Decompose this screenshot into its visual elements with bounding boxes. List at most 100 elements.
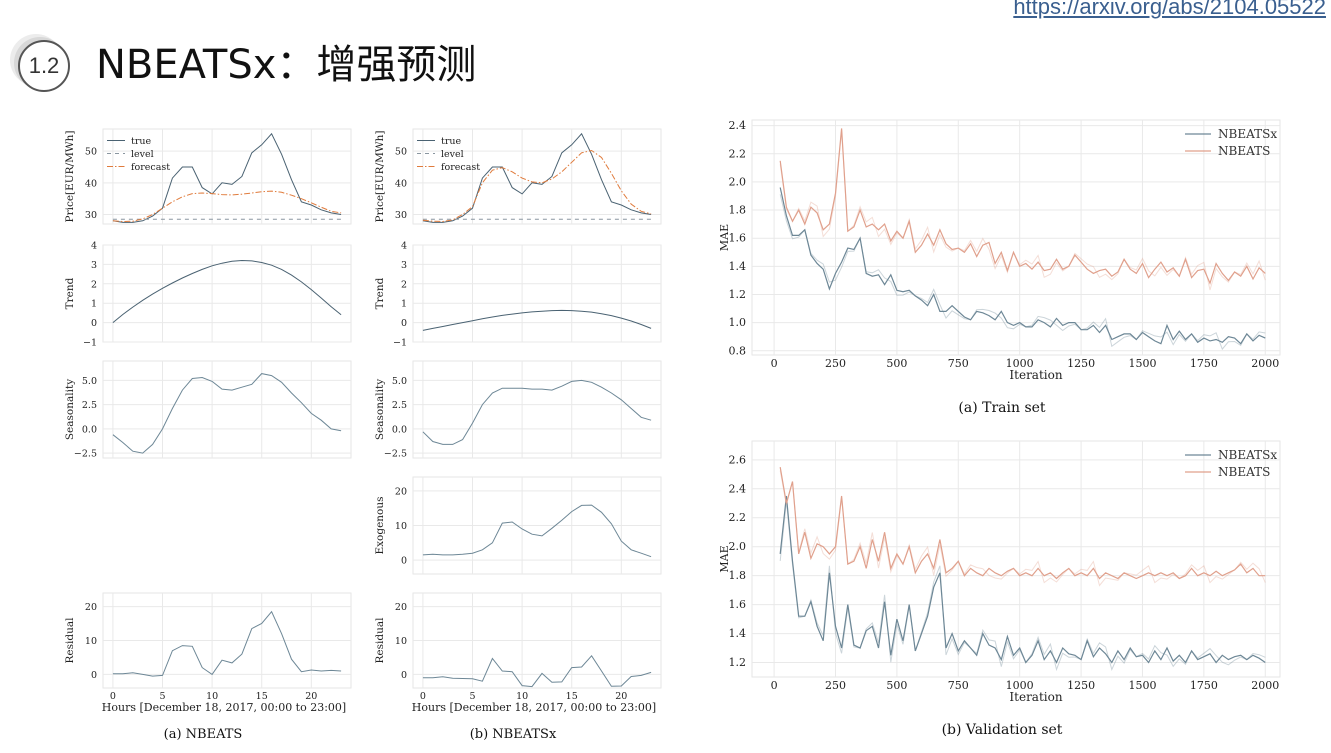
y-tick-label: 2.2 [729,511,747,524]
y-tick-label: 1.2 [729,288,747,301]
caption-train-set: (a) Train set [958,400,1046,416]
train-set-xlabel: Iteration [1009,368,1062,382]
series-exogenous-line [422,504,652,558]
x-tick-label: 15 [256,691,268,702]
x-tick-label: 1250 [1067,357,1095,370]
series-nbeats-line [779,466,1266,580]
y-tick-label: 1.0 [729,316,747,329]
y-tick-label: −2.5 [384,449,407,460]
y-tick-label: 0.0 [392,424,407,435]
train-set-ylabel: MAE [718,224,731,251]
y-tick-label: 20 [395,486,407,497]
x-tick-label: 20 [615,691,627,702]
x-tick-label: 750 [948,357,969,370]
section-number-badge: 1.2 [18,40,70,92]
nbeatsx-residual-chart: 0 10 20 0 5 10 15 20 Residual [374,592,662,702]
y-tick-label: 20 [395,602,407,613]
nbeats-price-chart: 30 40 50 Price[EUR/MWh] true level forecast [64,128,352,225]
x-tick-label: 0 [110,691,116,702]
nbeatsx-seasonality-ylabel: Seasonality [374,379,386,440]
series-trend-line [422,309,652,331]
y-tick-label: 1.6 [729,232,747,245]
caption-nbeatsx: (b) NBEATSx [470,727,557,742]
nbeatsx-seasonality-plot-area [412,360,662,459]
series-true-line [112,132,342,223]
series-seasonality-line [112,373,342,454]
y-tick-label: 30 [85,210,97,221]
y-tick-label: 2 [401,279,407,290]
x-tick-label: 500 [886,357,907,370]
x-tick-label: 5 [159,691,165,702]
left-b-xlabel: Hours [December 18, 2017, 00:00 to 23:00… [412,701,656,714]
x-tick-label: 10 [206,691,218,702]
nbeatsx-exogenous-ylabel: Exogenous [374,496,386,554]
x-tick-label: 1000 [1006,357,1034,370]
y-tick-label: 40 [85,178,97,189]
x-tick-label: 0 [420,691,426,702]
train-set-chart: 0.8 1.0 1.2 1.4 1.6 1.8 2.0 2.2 2.4 0 250 500 750 100… [718,119,1281,382]
series-nbeats-run [779,470,1266,587]
x-tick-label: 1750 [1190,357,1218,370]
y-tick-label: 1.6 [729,598,747,611]
nbeatsx-seasonality-chart: −2.5 0.0 2.5 5.0 Seasonality [374,360,662,460]
series-nbeatsx-line [779,495,1266,664]
legend-label: level [131,149,154,160]
y-tick-label: 0.0 [82,424,97,435]
nbeatsx-price-plot-area [412,128,662,225]
y-tick-label: 1.4 [729,627,747,640]
legend-label: NBEATS [1218,465,1270,479]
x-tick-label: 1500 [1128,679,1156,692]
x-tick-label: 2000 [1251,679,1279,692]
x-tick-label: 1750 [1190,679,1218,692]
y-tick-label: 10 [395,521,407,532]
y-tick-label: −2.5 [74,449,97,460]
series-forecast-line [422,149,652,223]
y-tick-label: 2.5 [392,400,407,411]
x-tick-label: 1500 [1128,357,1156,370]
y-tick-label: 2.0 [729,175,747,188]
nbeats-seasonality-chart: −2.5 0.0 2.5 5.0 Seasonality [64,360,352,460]
y-tick-label: 2 [91,279,97,290]
paper-url-link[interactable]: https://arxiv.org/abs/2104.05522 [1013,0,1326,19]
y-tick-label: 3 [91,260,97,271]
y-tick-label: 10 [85,636,97,647]
nbeats-trend-plot-area [102,244,352,343]
nbeats-price-plot-area [102,128,352,225]
x-tick-label: 0 [771,679,778,692]
legend-label: NBEATSx [1218,448,1277,462]
validation-set-chart: 1.2 1.4 1.6 1.8 2.0 2.2 2.4 2.6 0 250 500 750 1000 12… [718,440,1281,704]
y-tick-label: 1.8 [729,204,747,217]
x-tick-label: 10 [516,691,528,702]
y-tick-label: 0 [401,670,407,681]
left-a-xlabel: Hours [December 18, 2017, 00:00 to 23:00… [102,701,346,714]
y-tick-label: 2.6 [729,453,747,466]
legend-label: true [441,136,461,147]
nbeatsx-price-ylabel: Price[EUR/MWh] [374,131,386,223]
y-tick-label: 1.2 [729,656,747,669]
y-tick-label: 3 [401,260,407,271]
x-tick-label: 750 [948,679,969,692]
y-tick-label: 0 [91,318,97,329]
y-tick-label: −1 [83,338,97,349]
y-tick-label: 1.8 [729,569,747,582]
nbeatsx-exogenous-chart: 0 10 20 Exogenous [374,476,662,575]
legend-label: NBEATSx [1218,127,1277,141]
x-tick-label: 2000 [1251,357,1279,370]
validation-set-ylabel: MAE [718,545,731,572]
legend-label: forecast [131,162,170,173]
nbeatsx-trend-ylabel: Trend [374,277,386,309]
x-tick-label: 20 [305,691,317,702]
nbeatsx-price-chart: 30 40 50 Price[EUR/MWh] true level forecast [374,128,662,225]
y-tick-label: 30 [395,210,407,221]
y-tick-label: 40 [395,178,407,189]
legend-label: level [441,149,464,160]
y-tick-label: 20 [85,602,97,613]
nbeatsx-trend-chart: −1 0 1 2 3 4 Trend [374,241,662,349]
validation-set-plot-area [751,440,1281,678]
nbeatsx-residual-ylabel: Residual [374,617,386,664]
y-tick-label: 2.0 [729,540,747,553]
caption-validation-set: (b) Validation set [942,722,1063,738]
x-tick-label: 1000 [1006,679,1034,692]
train-set-plot-area [751,119,1281,356]
